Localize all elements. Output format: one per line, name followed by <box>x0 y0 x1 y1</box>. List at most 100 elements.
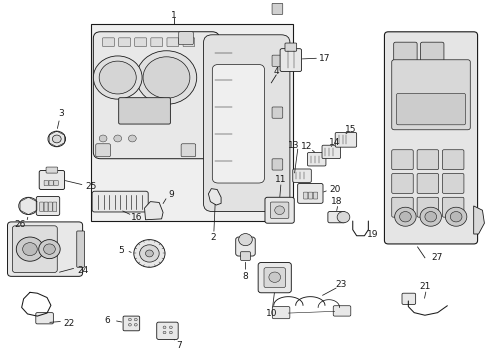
Bar <box>91 24 293 221</box>
Circle shape <box>274 206 284 215</box>
Text: 2: 2 <box>209 233 215 242</box>
FancyBboxPatch shape <box>322 145 340 159</box>
FancyBboxPatch shape <box>271 55 282 66</box>
Text: 25: 25 <box>85 182 97 191</box>
Circle shape <box>134 240 164 267</box>
Circle shape <box>163 331 165 334</box>
Text: 24: 24 <box>77 266 88 275</box>
FancyBboxPatch shape <box>119 98 170 124</box>
FancyBboxPatch shape <box>391 174 412 193</box>
Circle shape <box>22 243 37 256</box>
FancyBboxPatch shape <box>36 197 60 215</box>
Text: 26: 26 <box>15 220 26 229</box>
FancyBboxPatch shape <box>327 212 345 223</box>
FancyBboxPatch shape <box>49 180 53 186</box>
FancyBboxPatch shape <box>442 174 463 193</box>
Circle shape <box>43 244 55 254</box>
Text: 5: 5 <box>119 246 124 255</box>
FancyBboxPatch shape <box>292 169 311 183</box>
FancyBboxPatch shape <box>442 150 463 170</box>
Polygon shape <box>144 202 163 220</box>
FancyBboxPatch shape <box>416 150 438 170</box>
Text: 3: 3 <box>58 109 63 118</box>
FancyBboxPatch shape <box>166 38 178 46</box>
FancyBboxPatch shape <box>12 226 57 273</box>
Polygon shape <box>208 189 221 205</box>
Circle shape <box>114 135 122 142</box>
Circle shape <box>449 212 461 222</box>
FancyBboxPatch shape <box>396 94 465 125</box>
Circle shape <box>268 272 280 282</box>
Circle shape <box>99 61 136 94</box>
FancyBboxPatch shape <box>92 191 148 212</box>
FancyBboxPatch shape <box>442 197 463 217</box>
FancyBboxPatch shape <box>420 42 443 63</box>
FancyBboxPatch shape <box>391 60 469 130</box>
FancyBboxPatch shape <box>264 268 285 288</box>
Circle shape <box>143 57 189 98</box>
Circle shape <box>134 318 137 321</box>
FancyBboxPatch shape <box>203 35 289 212</box>
FancyBboxPatch shape <box>332 306 350 316</box>
FancyBboxPatch shape <box>123 316 140 331</box>
FancyBboxPatch shape <box>313 192 317 199</box>
FancyBboxPatch shape <box>77 231 84 267</box>
FancyBboxPatch shape <box>178 32 193 45</box>
FancyBboxPatch shape <box>39 171 64 189</box>
Circle shape <box>394 207 415 226</box>
Text: 21: 21 <box>418 282 430 291</box>
Polygon shape <box>473 206 484 234</box>
Text: 13: 13 <box>287 140 298 149</box>
Text: 12: 12 <box>301 142 312 151</box>
Text: 27: 27 <box>430 253 442 262</box>
Circle shape <box>445 207 466 226</box>
FancyBboxPatch shape <box>303 192 307 199</box>
Circle shape <box>399 212 410 222</box>
Circle shape <box>336 212 349 223</box>
FancyBboxPatch shape <box>393 42 416 63</box>
FancyBboxPatch shape <box>102 38 114 46</box>
Circle shape <box>238 234 252 246</box>
FancyBboxPatch shape <box>135 38 146 46</box>
FancyBboxPatch shape <box>384 32 477 244</box>
FancyBboxPatch shape <box>54 180 58 186</box>
FancyBboxPatch shape <box>48 202 52 212</box>
Circle shape <box>48 131 65 147</box>
FancyBboxPatch shape <box>36 312 53 324</box>
Circle shape <box>145 250 153 257</box>
Circle shape <box>128 135 136 142</box>
FancyBboxPatch shape <box>401 293 415 305</box>
Text: 6: 6 <box>104 316 110 325</box>
FancyBboxPatch shape <box>235 237 255 256</box>
Text: 17: 17 <box>319 54 330 63</box>
Circle shape <box>93 56 142 99</box>
Circle shape <box>163 326 165 329</box>
FancyBboxPatch shape <box>391 150 412 170</box>
Circle shape <box>128 323 131 326</box>
Text: 22: 22 <box>63 319 75 328</box>
FancyBboxPatch shape <box>270 202 288 219</box>
Text: 18: 18 <box>331 197 342 206</box>
Circle shape <box>16 237 43 261</box>
Text: 14: 14 <box>328 138 340 147</box>
FancyBboxPatch shape <box>212 64 264 183</box>
FancyBboxPatch shape <box>93 32 219 159</box>
Text: 4: 4 <box>273 67 279 76</box>
FancyBboxPatch shape <box>181 144 195 157</box>
FancyBboxPatch shape <box>240 252 250 260</box>
FancyBboxPatch shape <box>7 222 82 276</box>
FancyBboxPatch shape <box>40 202 43 212</box>
FancyBboxPatch shape <box>44 202 48 212</box>
Circle shape <box>19 197 38 215</box>
FancyBboxPatch shape <box>44 180 48 186</box>
FancyBboxPatch shape <box>297 184 323 203</box>
FancyBboxPatch shape <box>308 192 312 199</box>
Text: 20: 20 <box>328 185 340 194</box>
FancyBboxPatch shape <box>96 144 110 157</box>
FancyBboxPatch shape <box>272 307 289 319</box>
FancyBboxPatch shape <box>285 43 296 51</box>
FancyBboxPatch shape <box>183 38 194 46</box>
Circle shape <box>419 207 441 226</box>
Text: 7: 7 <box>176 341 181 350</box>
FancyBboxPatch shape <box>307 153 325 166</box>
